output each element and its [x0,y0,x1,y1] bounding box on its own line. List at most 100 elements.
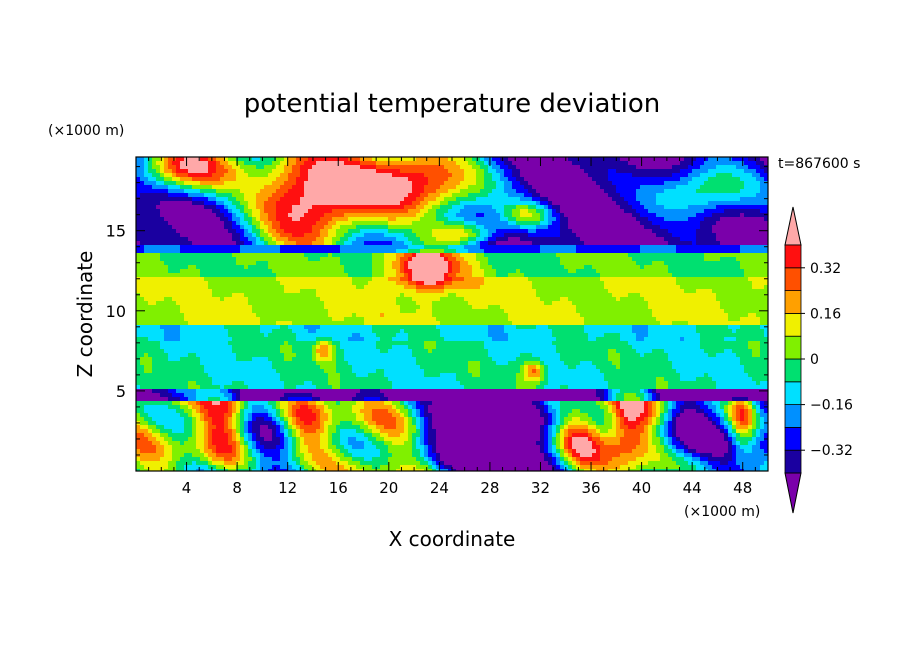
field-cell [456,269,461,274]
field-cell [392,193,397,198]
field-cell [184,173,189,178]
field-cell [356,157,361,162]
field-cell [748,245,753,250]
field-cell [664,237,669,242]
field-cell [416,201,421,206]
field-cell [712,249,717,254]
field-cell [592,213,597,218]
field-cell [412,225,417,230]
field-cell [664,189,669,194]
field-cell [664,277,669,282]
field-cell [732,165,737,170]
field-cell [392,225,397,230]
field-cell [524,237,529,242]
field-cell [484,261,489,266]
field-cell [660,241,665,246]
field-cell [164,197,169,202]
field-cell [644,233,649,238]
field-cell [420,261,425,266]
field-cell [460,261,465,266]
field-cell [408,229,413,234]
field-cell [296,253,301,258]
field-cell [544,189,549,194]
field-cell [196,197,201,202]
field-cell [492,189,497,194]
field-cell [240,273,245,278]
field-cell [520,245,525,250]
field-cell [300,265,305,270]
field-cell [492,193,497,198]
field-cell [380,209,385,214]
field-cell [656,245,661,250]
field-cell [448,201,453,206]
field-cell [488,181,493,186]
field-cell [228,237,233,242]
field-cell [524,245,529,250]
field-cell [248,161,253,166]
field-cell [696,197,701,202]
field-cell [488,201,493,206]
field-cell [384,189,389,194]
field-cell [156,165,161,170]
field-cell [412,177,417,182]
field-cell [240,193,245,198]
field-cell [384,217,389,222]
field-cell [524,217,529,222]
field-cell [192,269,197,274]
field-cell [216,205,221,210]
field-cell [612,165,617,170]
field-cell [308,233,313,238]
field-cell [268,197,273,202]
field-cell [504,169,509,174]
field-cell [740,225,745,230]
field-cell [588,245,593,250]
field-cell [328,161,333,166]
field-cell [236,213,241,218]
field-cell [492,209,497,214]
field-cell [296,173,301,178]
field-cell [532,201,537,206]
field-cell [216,185,221,190]
field-cell [200,249,205,254]
field-cell [564,205,569,210]
field-cell [528,213,533,218]
field-cell [596,221,601,226]
field-cell [636,245,641,250]
field-cell [344,261,349,266]
field-cell [444,265,449,270]
field-cell [200,193,205,198]
field-cell [564,249,569,254]
field-cell [708,197,713,202]
field-cell [760,157,765,162]
field-cell [300,181,305,186]
field-cell [292,241,297,246]
field-cell [452,273,457,278]
field-cell [412,185,417,190]
field-cell [596,197,601,202]
field-cell [524,233,529,238]
field-cell [232,261,237,266]
field-cell [528,269,533,274]
field-cell [140,169,145,174]
field-cell [344,185,349,190]
field-cell [172,197,177,202]
field-cell [536,193,541,198]
field-cell [272,265,277,270]
field-cell [244,157,249,162]
field-cell [688,253,693,258]
field-cell [644,277,649,282]
field-cell [748,161,753,166]
field-cell [516,157,521,162]
field-cell [748,185,753,190]
field-cell [148,161,153,166]
field-cell [660,233,665,238]
field-cell [612,233,617,238]
field-cell [408,197,413,202]
field-cell [648,189,653,194]
field-cell [668,165,673,170]
field-cell [612,189,617,194]
field-cell [216,221,221,226]
field-cell [244,169,249,174]
field-cell [192,169,197,174]
field-cell [424,253,429,258]
